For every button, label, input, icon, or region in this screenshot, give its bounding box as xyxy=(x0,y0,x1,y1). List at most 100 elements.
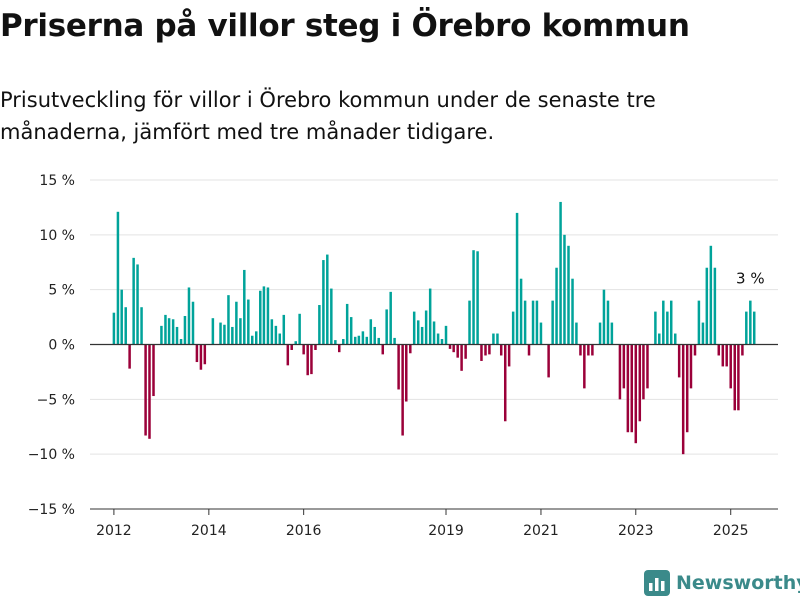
bar xyxy=(693,344,697,356)
bar xyxy=(448,344,452,349)
bar xyxy=(239,318,242,345)
bar xyxy=(697,300,701,345)
bar xyxy=(733,344,736,411)
bar xyxy=(432,321,436,345)
bar xyxy=(480,344,483,361)
x-tick-label: 2019 xyxy=(428,523,464,539)
bar xyxy=(148,344,151,439)
bar xyxy=(547,344,550,378)
bar xyxy=(535,300,539,345)
bar xyxy=(250,335,254,345)
bar xyxy=(571,278,574,345)
bar xyxy=(334,340,337,345)
chart-subtitle: Prisutveckling för villor i Örebro kommu… xyxy=(0,88,656,144)
bar xyxy=(171,319,175,345)
x-axis: 2012 2014 2016 2019 2021 2023 2025 xyxy=(90,508,778,539)
bar xyxy=(342,339,345,345)
bar xyxy=(677,344,681,378)
bar xyxy=(460,344,463,371)
brand-name: Newsworthy xyxy=(676,572,800,594)
bar xyxy=(160,325,163,345)
bar xyxy=(231,326,234,345)
bar xyxy=(701,322,705,345)
bar xyxy=(140,307,143,345)
bar xyxy=(468,300,471,345)
bar xyxy=(654,311,657,345)
bar xyxy=(357,335,361,345)
bar xyxy=(136,264,139,345)
bar xyxy=(369,319,373,345)
bar xyxy=(195,344,199,363)
bar xyxy=(555,267,558,345)
last-value-annotation: 3 % xyxy=(736,270,765,288)
bar xyxy=(610,322,614,345)
bar xyxy=(262,286,266,345)
bar xyxy=(523,300,527,345)
bar xyxy=(152,344,155,397)
bar xyxy=(255,331,258,345)
bar xyxy=(752,311,756,345)
bar xyxy=(401,344,404,436)
bar xyxy=(144,344,147,436)
bar xyxy=(440,339,444,345)
bar xyxy=(662,300,665,345)
bar xyxy=(199,344,203,370)
bar xyxy=(175,326,179,345)
bar xyxy=(472,250,475,345)
bar xyxy=(531,300,535,345)
bar xyxy=(503,344,507,422)
bar xyxy=(381,344,385,355)
bar xyxy=(507,344,511,367)
bar xyxy=(488,344,491,355)
bar xyxy=(428,288,432,345)
bar xyxy=(373,326,376,345)
newsworthy-logo: Newsworthy xyxy=(644,568,800,598)
bar xyxy=(606,300,610,345)
bar xyxy=(259,290,262,345)
bar xyxy=(393,337,396,345)
bar xyxy=(167,318,171,345)
bar xyxy=(705,267,709,345)
bar xyxy=(424,310,428,345)
bar xyxy=(456,344,459,358)
bar xyxy=(286,344,290,366)
bar xyxy=(658,333,661,345)
bar xyxy=(721,344,725,367)
bar xyxy=(737,344,740,411)
bar xyxy=(602,289,606,345)
bar xyxy=(689,344,693,389)
y-tick-label: 15 % xyxy=(39,173,75,189)
bar xyxy=(591,344,594,356)
bar xyxy=(674,333,677,345)
bar xyxy=(290,344,293,350)
bar xyxy=(626,344,630,433)
bar xyxy=(227,295,230,345)
bar xyxy=(211,318,215,345)
bar xyxy=(124,307,127,345)
bar xyxy=(444,325,448,345)
bar xyxy=(642,344,645,400)
bar xyxy=(646,344,649,389)
bar xyxy=(749,300,752,345)
bar xyxy=(412,311,416,345)
bar xyxy=(219,322,222,345)
bar xyxy=(349,317,353,345)
bar xyxy=(638,344,642,422)
x-tick-label: 2014 xyxy=(191,523,227,539)
bar xyxy=(551,300,554,345)
y-tick-label: 5 % xyxy=(48,283,75,299)
x-tick-label: 2021 xyxy=(523,523,559,539)
bar xyxy=(164,314,167,345)
bar xyxy=(397,344,400,390)
bar xyxy=(243,269,246,345)
bar xyxy=(666,311,669,345)
chart-title: Priserna på villor steg i Örebro kommun xyxy=(0,8,690,44)
bar xyxy=(377,337,380,345)
bar xyxy=(567,245,570,345)
bar xyxy=(128,344,131,369)
bars xyxy=(112,201,756,455)
bar xyxy=(709,245,713,345)
bar xyxy=(385,309,388,345)
bar xyxy=(187,287,191,345)
bar xyxy=(499,344,503,356)
